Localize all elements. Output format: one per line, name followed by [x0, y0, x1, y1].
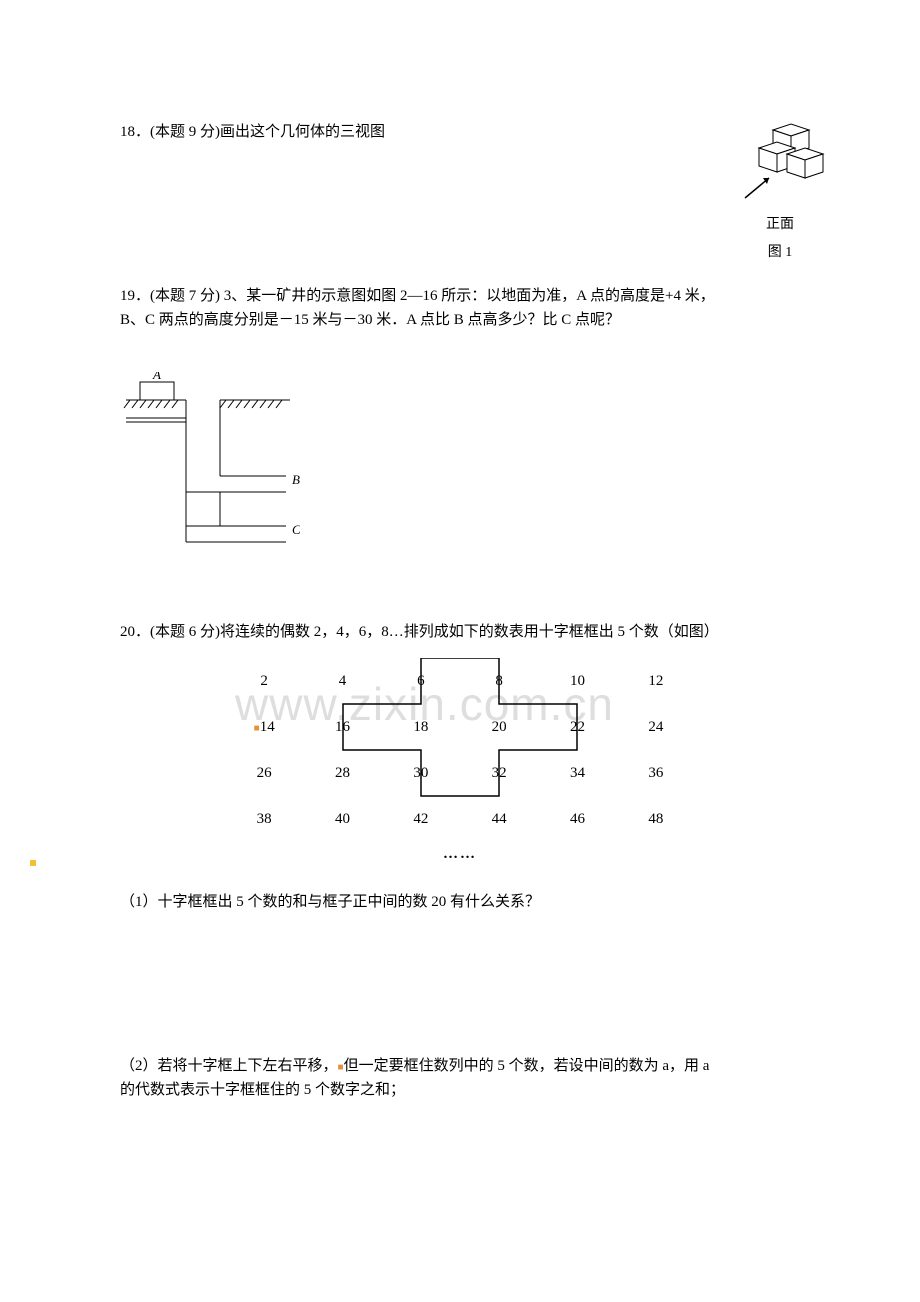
- ellipsis: ……: [225, 842, 695, 866]
- dot-icon: [30, 860, 36, 866]
- cell: 40: [303, 796, 381, 842]
- label-A: A: [152, 372, 161, 382]
- cell: 28: [303, 750, 381, 796]
- mine-shaft-diagram: A B: [120, 372, 300, 560]
- figure-1-caption: 图 1: [710, 242, 850, 264]
- cell: 46: [538, 796, 616, 842]
- cell: 48: [617, 796, 695, 842]
- label-C: C: [292, 522, 300, 537]
- table-row: 38 40 42 44 46 48: [225, 796, 695, 842]
- even-number-table-wrap: www.zixin.com.cn 2 4 6 8 10 12 ■14 16 18…: [225, 658, 695, 866]
- cell: 30: [382, 750, 460, 796]
- ellipsis-row: ……: [225, 842, 695, 866]
- cell: 38: [225, 796, 303, 842]
- question-18-text: 18．(本题 9 分)画出这个几何体的三视图: [120, 120, 800, 144]
- q19-line2: B、C 两点的高度分别是－15 米与－30 米．A 点比 B 点高多少？比 C …: [120, 312, 620, 328]
- q19-line1: 19．(本题 7 分) 3、某一矿井的示意图如图 2—16 所示：以地面为准，A…: [120, 288, 715, 304]
- watermark-text: www.zixin.com.cn: [235, 668, 614, 742]
- cell: 26: [225, 750, 303, 796]
- question-19: 19．(本题 7 分) 3、某一矿井的示意图如图 2—16 所示：以地面为准，A…: [120, 284, 800, 560]
- cell: 44: [460, 796, 538, 842]
- front-face-label: 正面: [710, 214, 850, 236]
- label-B: B: [292, 472, 300, 487]
- cell: 36: [617, 750, 695, 796]
- cell: 24: [617, 704, 695, 750]
- question-18: 18．(本题 9 分)画出这个几何体的三视图 正面 图 1: [120, 120, 800, 144]
- question-20-sub1: （1）十字框框出 5 个数的和与框子正中间的数 20 有什么关系？: [120, 890, 800, 914]
- cell: 32: [460, 750, 538, 796]
- table-row: 26 28 30 32 34 36: [225, 750, 695, 796]
- question-19-text: 19．(本题 7 分) 3、某一矿井的示意图如图 2—16 所示：以地面为准，A…: [120, 284, 800, 332]
- cubes-diagram: [725, 120, 835, 210]
- cell: 42: [382, 796, 460, 842]
- q20-sub2a: （2）若将十字框上下左右平移，: [120, 1058, 338, 1074]
- question-20-sub2: （2）若将十字框上下左右平移，■但一定要框住数列中的 5 个数，若设中间的数为 …: [120, 1054, 800, 1102]
- q20-sub2c: 的代数式表示十字框框住的 5 个数字之和；: [120, 1082, 405, 1098]
- question-18-figure: 正面 图 1: [710, 120, 850, 265]
- question-20-text: 20．(本题 6 分)将连续的偶数 2，4，6，8…排列成如下的数表用十字框框出…: [120, 620, 800, 644]
- question-20: 20．(本题 6 分)将连续的偶数 2，4，6，8…排列成如下的数表用十字框框出…: [120, 620, 800, 1102]
- cell: 12: [617, 658, 695, 704]
- q20-sub2b: 但一定要框住数列中的 5 个数，若设中间的数为 a，用 a: [344, 1058, 710, 1074]
- cell: 34: [538, 750, 616, 796]
